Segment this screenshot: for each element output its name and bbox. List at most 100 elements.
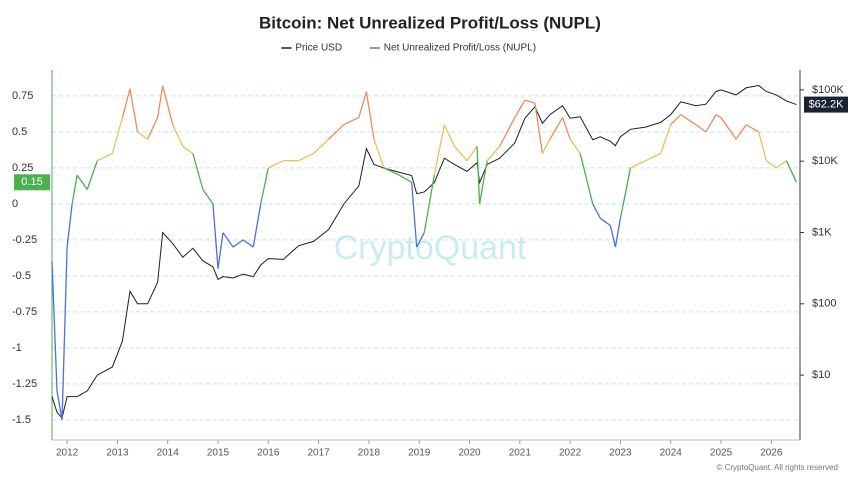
nupl-segment: [745, 124, 760, 133]
y-tick-label: 0: [12, 198, 18, 210]
chart-title: Bitcoin: Net Unrealized Profit/Loss (NUP…: [259, 13, 601, 32]
nupl-segment: [775, 160, 787, 169]
nupl-segment: [268, 160, 284, 169]
nupl-segment: [569, 138, 581, 154]
nupl-segment: [630, 160, 646, 169]
y-tick-label: 0.25: [12, 162, 33, 174]
y-tick-label: -0.5: [12, 270, 31, 282]
price-line: [51, 85, 797, 420]
x-tick-label: 2022: [559, 448, 582, 459]
nupl-segment: [695, 124, 707, 133]
nupl-segment: [534, 103, 544, 154]
y2-tick-label: $10: [812, 369, 830, 381]
nupl-segment: [609, 225, 617, 248]
nupl-segment: [328, 124, 345, 140]
nupl-segment: [96, 152, 113, 162]
nupl-segment: [758, 131, 767, 161]
x-tick-label: 2023: [609, 448, 632, 459]
nupl-segment: [680, 114, 697, 126]
y-tick-label: -1: [12, 342, 22, 354]
nupl-segment: [765, 160, 777, 169]
x-tick-label: 2016: [257, 448, 280, 459]
nupl-segment: [192, 153, 204, 190]
nupl-segment: [86, 160, 98, 190]
x-tick-label: 2024: [660, 448, 683, 459]
nupl-segment: [478, 160, 488, 205]
y-tick-label: 0.5: [12, 126, 27, 138]
nupl-segment: [735, 124, 747, 140]
nupl-segment: [660, 124, 672, 154]
nupl-segment: [56, 390, 63, 420]
nupl-segment: [619, 167, 632, 219]
nupl-segment: [298, 152, 314, 162]
price-badge-label: $62.2K: [809, 98, 845, 110]
nupl-segment: [71, 174, 78, 205]
nupl-segment: [51, 261, 58, 392]
nupl-segment: [222, 232, 234, 248]
nupl-segment: [592, 203, 601, 219]
nupl-segment: [599, 217, 611, 227]
nupl-segment: [453, 145, 468, 162]
nupl-segment: [111, 117, 124, 154]
nupl-segment: [645, 152, 661, 162]
y-tick-label: -1.5: [12, 414, 31, 426]
nupl-segment: [466, 145, 478, 162]
nupl-segment: [614, 218, 622, 248]
x-tick-label: 2025: [710, 448, 733, 459]
x-tick-label: 2013: [106, 448, 129, 459]
nupl-segment: [549, 117, 564, 140]
nupl-segment: [242, 239, 254, 248]
nupl-segment: [137, 131, 148, 140]
y-tick-label: -1.25: [12, 378, 37, 390]
nupl-segment: [365, 91, 375, 140]
x-tick-label: 2019: [408, 448, 431, 459]
watermark: CryptoQuant: [334, 229, 527, 267]
y-tick-label: -0.25: [12, 234, 37, 246]
nupl-segment: [524, 99, 536, 104]
nupl-segment: [561, 117, 571, 140]
x-tick-label: 2014: [157, 448, 180, 459]
nupl-segment: [705, 114, 717, 133]
nupl-segment: [486, 145, 501, 162]
nupl-segment: [202, 189, 214, 205]
price-badge: [804, 96, 848, 113]
nupl-segment: [411, 182, 418, 248]
nupl-segment: [182, 145, 194, 155]
nupl-segment: [579, 153, 594, 205]
nupl-segment: [476, 146, 481, 204]
nupl-segment: [499, 117, 516, 147]
y2-tick-label: $100K: [812, 84, 844, 96]
nupl-segment: [76, 174, 88, 190]
nupl-segment: [373, 138, 385, 169]
nupl-badge: [14, 174, 50, 191]
nupl-segment: [514, 99, 526, 118]
nupl-badge-label: 0.15: [21, 176, 42, 188]
nupl-segment: [156, 85, 164, 118]
nupl-segment: [212, 203, 219, 269]
nupl-segment: [785, 160, 798, 183]
y2-tick-label: $100: [812, 298, 836, 310]
nupl-segment: [343, 116, 360, 126]
nupl-segment: [61, 247, 68, 420]
y-tick-label: 0.75: [12, 90, 33, 102]
nupl-segment: [423, 174, 435, 233]
legend-label: Price USD: [295, 43, 342, 54]
nupl-segment: [416, 232, 425, 248]
nupl-segment: [260, 167, 269, 205]
nupl-segment: [146, 117, 159, 140]
nupl-segment: [313, 138, 330, 154]
y2-tick-label: $1K: [812, 226, 832, 238]
nupl-segment: [129, 88, 139, 133]
nupl-segment: [383, 167, 400, 176]
legend-label: Net Unrealized Profit/Loss (NUPL): [384, 43, 536, 54]
nupl-segment: [398, 174, 412, 183]
x-tick-label: 2020: [458, 448, 481, 459]
y-tick-label: -0.75: [12, 306, 37, 318]
x-tick-label: 2012: [56, 448, 79, 459]
nupl-segment: [358, 91, 368, 118]
y2-tick-label: $10K: [812, 155, 838, 167]
nupl-segment: [720, 117, 737, 140]
x-tick-label: 2021: [509, 448, 532, 459]
credit: © CryptoQuant. All rights reserved: [717, 463, 839, 472]
